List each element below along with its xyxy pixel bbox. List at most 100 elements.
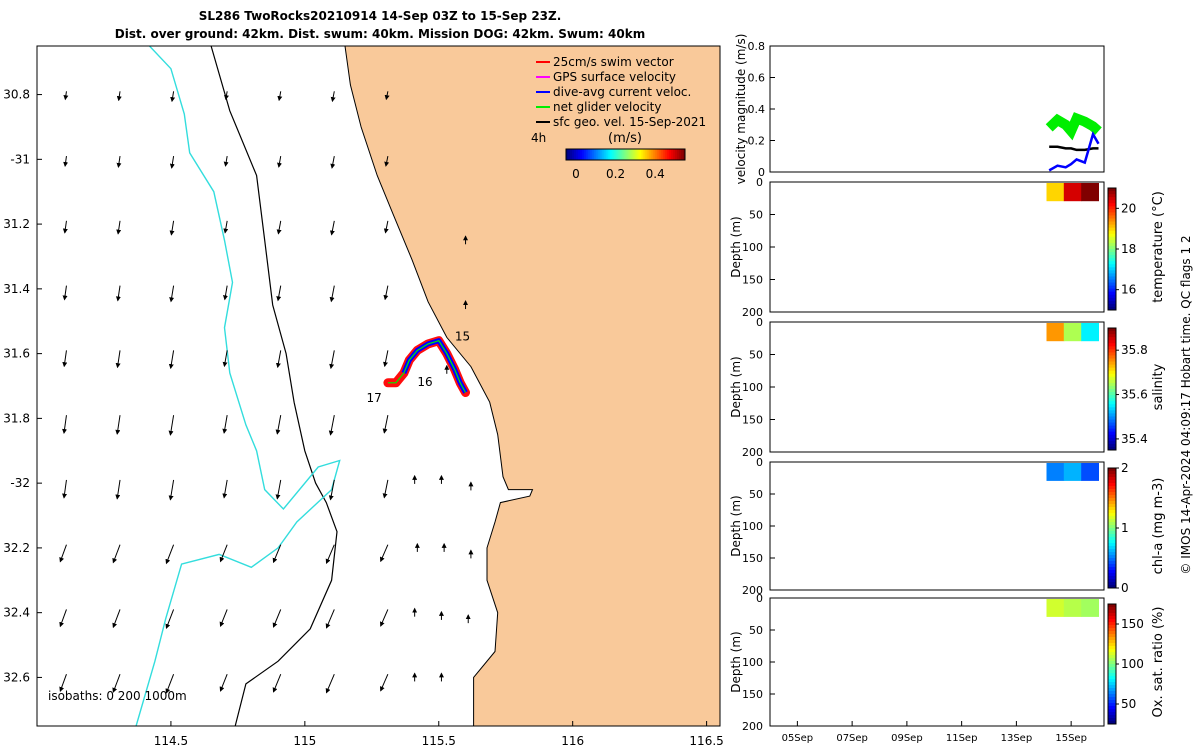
depth-tick-label: 200 — [742, 446, 763, 459]
colorbar-tick-label: 0 — [572, 167, 580, 181]
profile-data-cell — [1063, 463, 1082, 481]
map-y-tick-label: 32.6 — [3, 670, 30, 684]
depth-tick-label: 150 — [742, 688, 763, 701]
colorbar-segment — [1108, 561, 1116, 565]
colorbar-segment — [669, 149, 672, 160]
colorbar-segment — [1108, 579, 1116, 583]
profile-data-cell — [1063, 323, 1082, 342]
colorbar-segment — [665, 149, 668, 160]
sfc-velocity-arrow — [168, 479, 175, 501]
colorbar-segment — [1108, 543, 1116, 547]
colorbar-segment — [1108, 370, 1116, 375]
colorbar-frame — [565, 148, 686, 161]
colorbar-segment — [1108, 288, 1116, 293]
map-frame — [36, 45, 721, 727]
colorbar-segment — [641, 149, 644, 160]
colorbar-segment — [589, 149, 593, 160]
colorbar-segment — [1108, 413, 1116, 417]
depth-tick-label: 150 — [742, 552, 763, 565]
sfc-velocity-arrow — [219, 544, 228, 563]
colorbar-segment — [1108, 264, 1116, 268]
sfc-velocity-arrow — [165, 544, 175, 565]
sfc-velocity-arrow — [380, 673, 389, 692]
map-x-tick-label: 116.5 — [689, 734, 723, 748]
colorbar-segment — [1108, 255, 1116, 259]
isobath-200m — [210, 46, 338, 726]
colorbar-segment — [1108, 306, 1116, 311]
colorbar-segment — [667, 149, 670, 160]
copyright-note: © IMOS 14-Apr-2024 04:09:17 Hobart time.… — [1179, 235, 1193, 575]
colorbar-segment — [1108, 437, 1116, 442]
colorbar-segment — [1108, 245, 1116, 250]
colorbar-segment — [1108, 682, 1116, 686]
map-x-tick-label: 115 — [293, 734, 316, 748]
sfc-velocity-arrow — [168, 415, 175, 436]
velocity-series-line — [1045, 112, 1102, 141]
colorbar-segment — [1108, 236, 1116, 241]
colorbar-segment — [1108, 218, 1116, 223]
colorbar-segment — [1108, 613, 1116, 617]
colorbar-segment — [1108, 549, 1116, 553]
colorbar-segment — [1108, 443, 1116, 448]
colorbar-segment — [1108, 273, 1116, 277]
map-y-tick-label: 32.4 — [3, 606, 30, 620]
colorbar-segment — [1108, 703, 1116, 707]
colorbar-segment — [1108, 419, 1116, 424]
day-label: 16 — [417, 375, 432, 389]
colorbar-segment — [1108, 610, 1116, 614]
colorbar-segment — [1108, 525, 1116, 529]
sfc-velocity-arrow — [325, 544, 335, 565]
colorbar-segment — [1108, 428, 1116, 433]
colorbar-segment — [645, 149, 648, 160]
colorbar-segment — [1108, 622, 1116, 626]
colorbar-segment — [1108, 340, 1116, 344]
colorbar-label: salinity — [1151, 363, 1166, 410]
colorbar-segment — [1108, 361, 1116, 366]
sfc-velocity-arrow — [329, 350, 335, 370]
depth-tick-label: 100 — [742, 520, 763, 533]
colorbar-segment — [1108, 389, 1116, 393]
colorbar-segment — [1108, 625, 1116, 629]
legend-entry: net glider velocity — [553, 100, 661, 114]
colorbar-tick-label: 1 — [1121, 521, 1129, 535]
colorbar-segment — [605, 149, 609, 160]
colorbar-segment — [1108, 697, 1116, 701]
sfc-velocity-arrow — [383, 285, 389, 301]
colorbar-segment — [1108, 628, 1116, 632]
sfc-velocity-arrow — [116, 156, 122, 168]
colorbar-segment — [611, 149, 615, 160]
depth-tick-label: 0 — [756, 592, 763, 605]
colorbar-segment — [573, 149, 577, 160]
depth-ylabel: Depth (m) — [729, 631, 743, 692]
depth-tick-label: 150 — [742, 274, 763, 287]
colorbar-segment — [1108, 480, 1116, 484]
velocity-y-tick-label: 0.4 — [748, 103, 766, 116]
time-tick-label: 11Sep — [946, 733, 978, 744]
legend-entry: 25cm/s swim vector — [553, 55, 674, 69]
colorbar-segment — [1108, 522, 1116, 526]
sfc-velocity-arrow — [275, 479, 282, 500]
colorbar-segment — [1108, 570, 1116, 574]
colorbar-segment — [591, 149, 595, 160]
colorbar-segment — [683, 149, 686, 160]
colorbar-segment — [1108, 492, 1116, 496]
colorbar-segment — [1108, 215, 1116, 219]
sfc-velocity-arrow — [59, 544, 67, 563]
map-y-tick-label: 31.2 — [3, 217, 30, 231]
colorbar-segment — [571, 149, 575, 160]
colorbar-segment — [1108, 358, 1116, 363]
colorbar-segment — [581, 149, 585, 160]
colorbar-segment — [635, 149, 638, 160]
colorbar-segment — [1108, 349, 1116, 353]
colorbar-segment — [1108, 534, 1116, 538]
colorbar-segment — [1108, 619, 1116, 623]
colorbar-segment — [1108, 664, 1116, 668]
colorbar-segment — [1108, 230, 1116, 235]
sfc-velocity-arrow — [383, 350, 389, 368]
colorbar-segment — [1108, 501, 1116, 505]
colorbar-segment — [1108, 376, 1116, 381]
colorbar-segment — [1108, 291, 1116, 296]
colorbar-segment — [1108, 585, 1116, 589]
colorbar-segment — [1108, 576, 1116, 580]
colorbar-segment — [1108, 555, 1116, 559]
